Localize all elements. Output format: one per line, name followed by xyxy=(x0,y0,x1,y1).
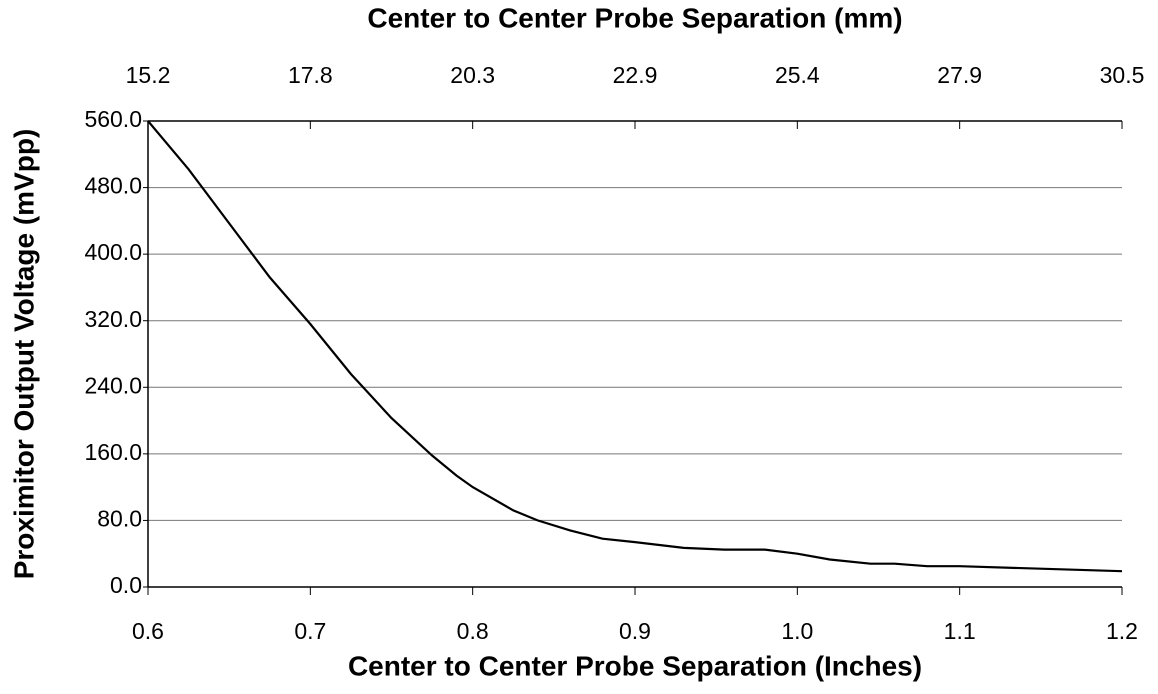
data-line xyxy=(147,120,1123,573)
y-tick-label: 240.0 xyxy=(84,372,142,398)
x2-tick-label: 25.4 xyxy=(775,62,820,88)
y-tick-label: 400.0 xyxy=(84,239,142,265)
x2-tick-label: 27.9 xyxy=(937,62,982,88)
x2-tick-label: 22.9 xyxy=(613,62,658,88)
x-tick-label: 0.8 xyxy=(457,618,489,644)
x-tick-label: 1.1 xyxy=(944,618,976,644)
x-tick-label: 0.9 xyxy=(619,618,651,644)
x2-axis-title: Center to Center Probe Separation (mm) xyxy=(367,2,902,33)
x-tick-label: 0.6 xyxy=(132,618,164,644)
x2-tick-label: 20.3 xyxy=(450,62,495,88)
x2-tick-label: 30.5 xyxy=(1100,62,1145,88)
y-tick-label: 480.0 xyxy=(84,173,142,199)
y-axis-title: Proximitor Output Voltage (mVpp) xyxy=(8,129,39,580)
x2-tick-label: 15.2 xyxy=(126,62,171,88)
y-tick-label: 160.0 xyxy=(84,439,142,465)
y-tick-label: 0.0 xyxy=(110,572,142,598)
x-axis-title: Center to Center Probe Separation (Inche… xyxy=(348,650,922,681)
x2-tick-label: 17.8 xyxy=(288,62,333,88)
x-tick-label: 0.7 xyxy=(294,618,326,644)
x-tick-label: 1.0 xyxy=(781,618,813,644)
x-tick-label: 1.2 xyxy=(1106,618,1138,644)
y-tick-label: 80.0 xyxy=(97,506,142,532)
y-tick-label: 320.0 xyxy=(84,306,142,332)
y-tick-label: 560.0 xyxy=(84,106,142,132)
